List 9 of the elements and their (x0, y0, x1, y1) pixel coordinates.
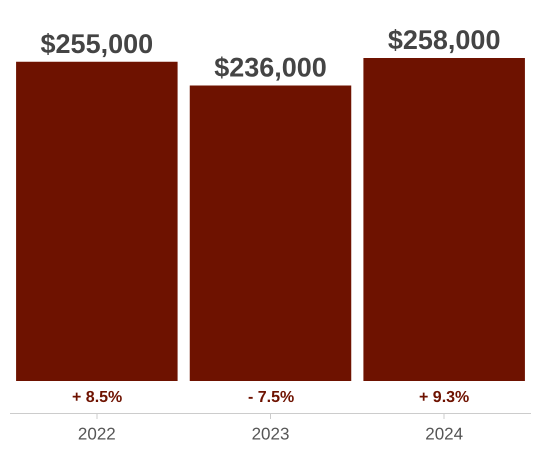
x-tick-label: 2022 (78, 424, 116, 444)
data-label: $236,000 (214, 52, 327, 83)
annotation: + 9.3% (419, 389, 470, 406)
x-tick-label: 2024 (425, 424, 464, 444)
x-tick-label: 2023 (252, 424, 290, 444)
data-label: $258,000 (388, 25, 500, 55)
annotation: + 8.5% (72, 389, 122, 406)
annotation: - 7.5% (248, 389, 294, 406)
data-label: $255,000 (40, 28, 154, 59)
